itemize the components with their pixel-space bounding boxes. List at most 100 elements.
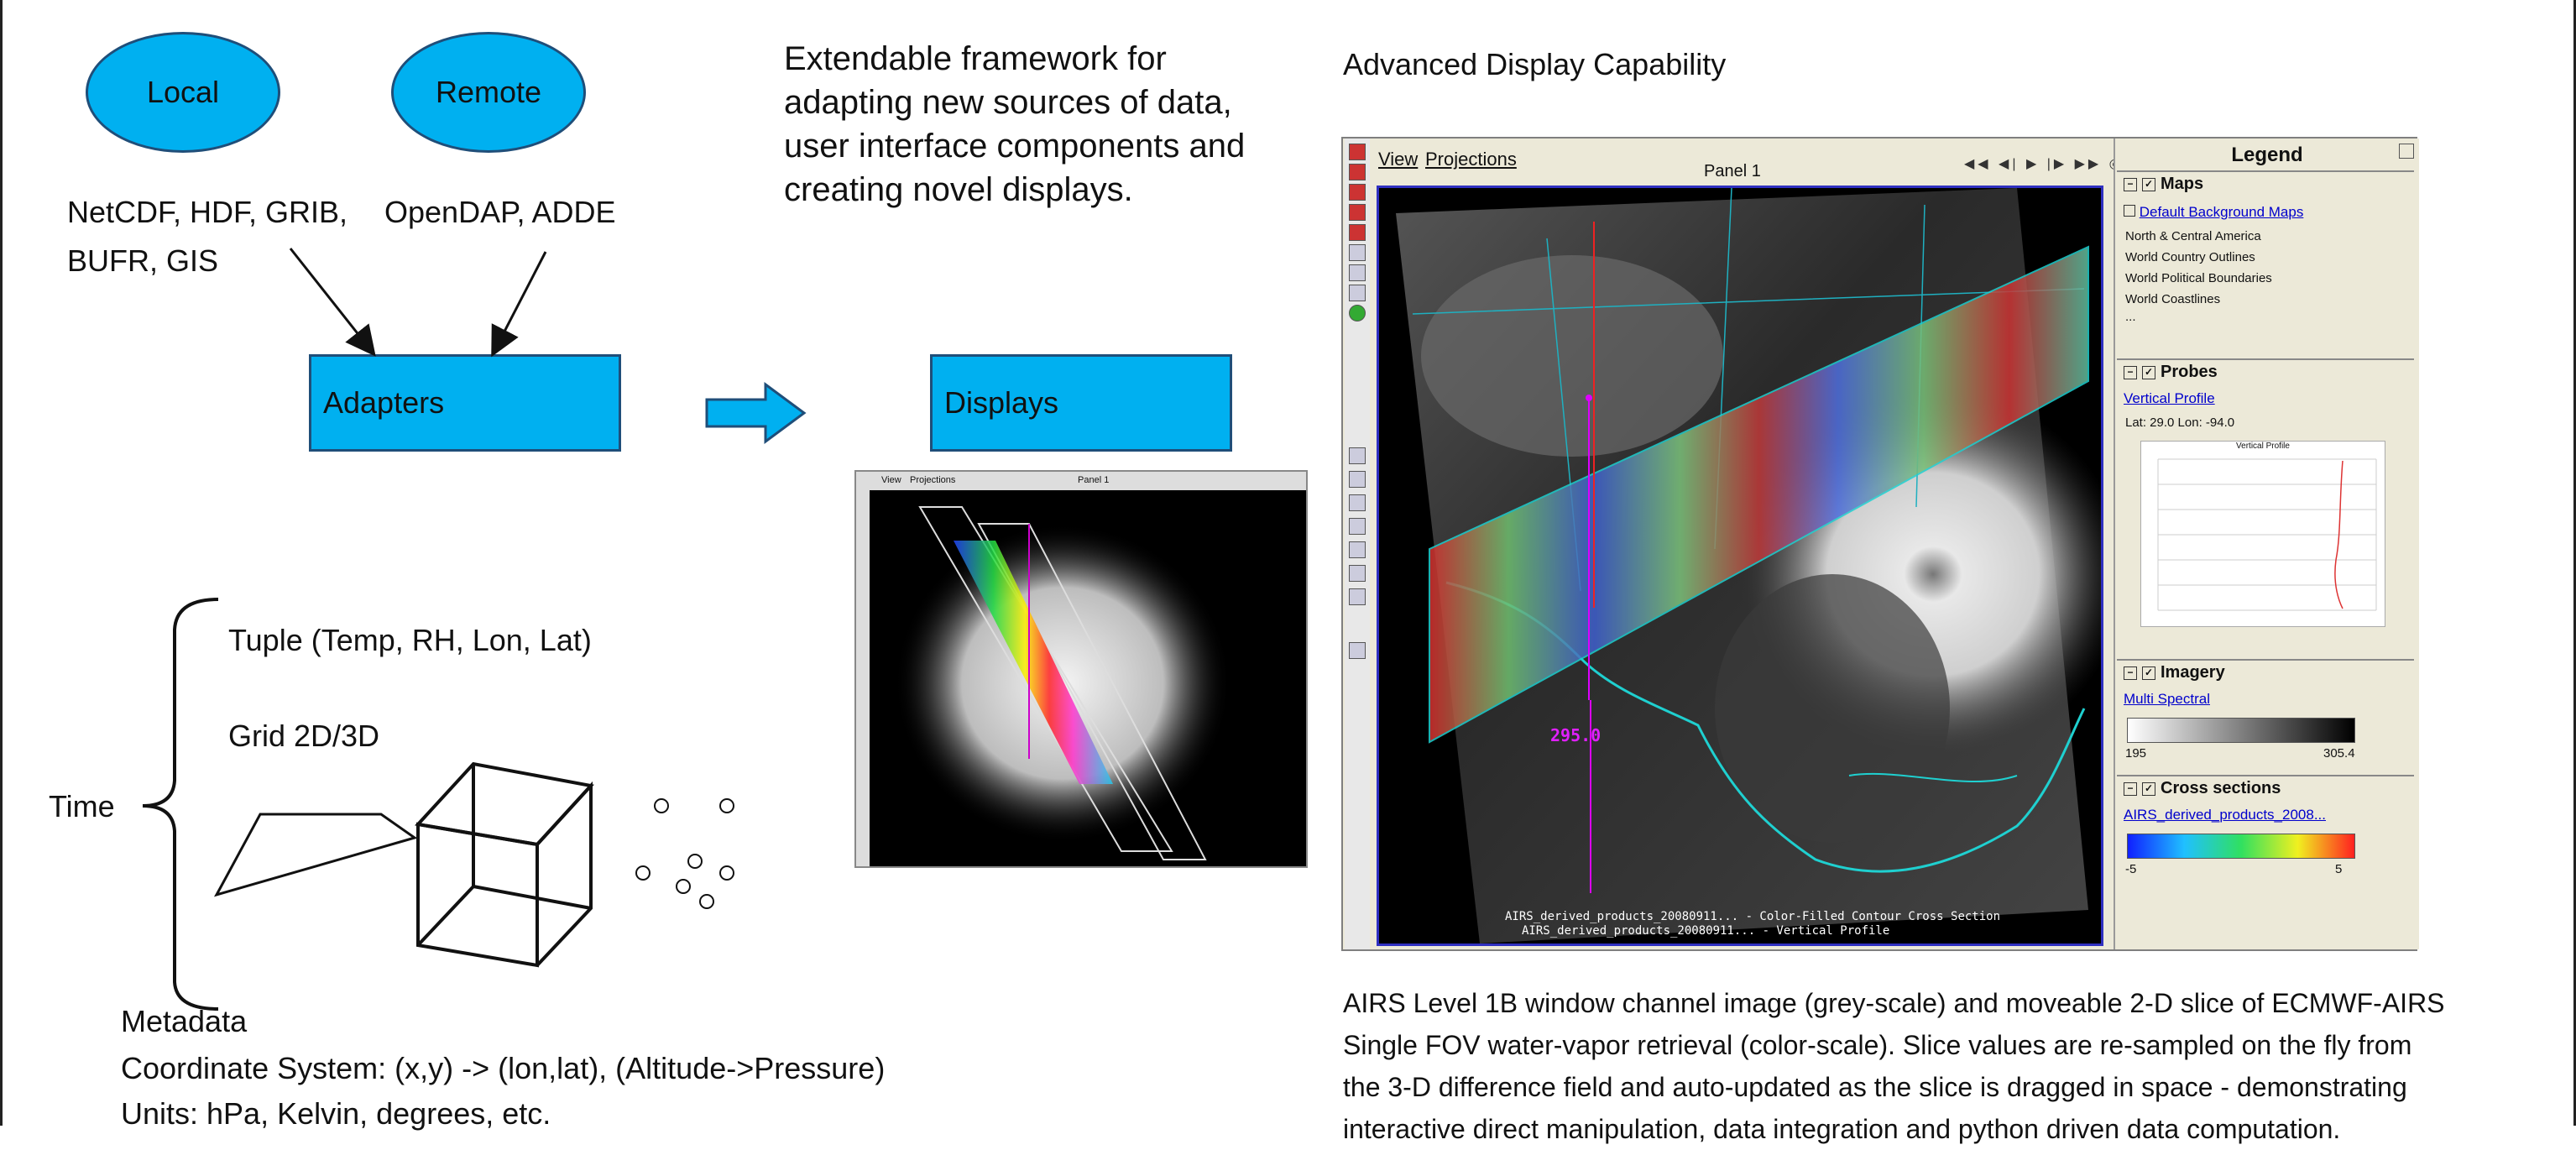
maps-entry: World Country Outlines — [2125, 250, 2255, 264]
local-ellipse: Local — [86, 32, 280, 153]
advanced-caption: AIRS Level 1B window channel image (grey… — [1343, 982, 2445, 1150]
local-label: Local — [146, 75, 220, 109]
thumbnail-menu-view: View — [881, 475, 901, 485]
section-label: Probes — [2161, 363, 2218, 381]
adapters-label: Adapters — [323, 385, 445, 420]
probe-value: 295.0 — [1550, 725, 1602, 745]
imagery-colorbar — [2127, 718, 2355, 743]
reset-view-icon[interactable] — [1349, 642, 1366, 659]
toolbar-button[interactable] — [1349, 184, 1366, 201]
maps-entry: World Coastlines — [2125, 292, 2221, 306]
tilt-down-icon[interactable] — [1349, 588, 1366, 605]
zoom-out-icon[interactable] — [1349, 471, 1366, 488]
time-label: Time — [49, 789, 115, 823]
home-icon[interactable] — [1349, 494, 1366, 511]
legend-title: Legend — [2231, 144, 2303, 166]
remote-ellipse: Remote — [391, 32, 586, 153]
menu-view[interactable]: View — [1378, 149, 1419, 170]
right-border — [2573, 0, 2576, 1126]
toolbar-button[interactable] — [1349, 144, 1366, 160]
menu-projections[interactable]: Projections — [1425, 149, 1517, 170]
units-text: Units: hPa, Kelvin, degrees, etc. — [121, 1096, 551, 1131]
local-formats-line1: NetCDF, HDF, GRIB, — [67, 195, 348, 229]
checkbox[interactable]: ✓ — [2142, 781, 2155, 796]
toolbar-button[interactable] — [1349, 164, 1366, 180]
cross-max: 5 — [2335, 862, 2343, 876]
display-thumbnail: View Projections Panel 1 — [854, 470, 1308, 868]
description-line: adapting new sources of data, — [784, 84, 1232, 121]
idv-window: View Projections Panel 1 ◀◀ ◀| ▶ |▶ ▶▶ ◎ — [1341, 137, 2419, 951]
legend-float-icon[interactable] — [2399, 144, 2414, 159]
rotate-left-icon[interactable] — [1349, 518, 1366, 535]
toolbar-button[interactable] — [1349, 204, 1366, 221]
caption-line: AIRS Level 1B window channel image (grey… — [1343, 988, 2445, 1018]
cross-section-item[interactable]: AIRS_derived_products_2008... — [2124, 807, 2326, 823]
animation-controls[interactable]: ◀◀ ◀| ▶ |▶ ▶▶ ◎ — [1964, 157, 2124, 171]
thumbnail-render — [895, 506, 1231, 860]
toolbar-button[interactable] — [1349, 244, 1366, 261]
map-caption-line: AIRS_derived_products_20080911... - Vert… — [1522, 924, 1890, 938]
imagery-min: 195 — [2125, 746, 2147, 761]
imagery-max: 305.4 — [2323, 746, 2355, 761]
maps-entry: World Political Boundaries — [2125, 271, 2272, 285]
thumbnail-side-toolbar — [856, 490, 870, 866]
legend-section-cross-sections[interactable]: − ✓ Cross sections — [2117, 775, 2414, 800]
menu-bar: View Projections — [1372, 142, 2102, 170]
thumbnail-panel-title: Panel 1 — [1078, 475, 1110, 485]
map-caption-line: AIRS_derived_products_20080911... - Colo… — [1505, 910, 2001, 923]
legend-section-maps[interactable]: − ✓ Maps — [2117, 170, 2414, 196]
description-line: creating novel displays. — [784, 171, 1133, 208]
probe-item[interactable]: Vertical Profile — [2124, 390, 2215, 407]
checkbox[interactable]: ✓ — [2142, 365, 2155, 379]
description-line: Extendable framework for — [784, 40, 1167, 77]
imagery-item[interactable]: Multi Spectral — [2124, 691, 2210, 708]
rotate-right-icon[interactable] — [1349, 541, 1366, 558]
checkbox[interactable]: ✓ — [2142, 666, 2155, 680]
map-display[interactable]: 295.0 AIRS_derived_products_20080911... … — [1377, 186, 2103, 946]
probe-chart: Vertical Profile — [2140, 441, 2385, 627]
section-label: Maps — [2161, 175, 2204, 193]
thumbnail-toolbar: View Projections Panel 1 — [856, 472, 1306, 490]
checkbox[interactable]: ✓ — [2142, 177, 2155, 191]
advanced-heading: Advanced Display Capability — [1343, 47, 1727, 81]
time-brace — [142, 598, 219, 1011]
cross-min: -5 — [2125, 862, 2137, 876]
toolbar-button[interactable] — [1349, 264, 1366, 281]
toolbar-button[interactable] — [1349, 224, 1366, 241]
remote-label: Remote — [435, 75, 542, 109]
collapse-icon[interactable]: − — [2124, 365, 2137, 379]
grid-shapes — [213, 761, 734, 968]
coordinate-system-text: Coordinate System: (x,y) -> (lon,lat), (… — [121, 1051, 886, 1085]
caption-line: Single FOV water-vapor retrieval (color-… — [1343, 1030, 2412, 1060]
maps-entry: ... — [2125, 310, 2136, 324]
connector-arrows — [289, 248, 807, 444]
local-formats-line2: BUFR, GIS — [67, 243, 219, 278]
legend-section-probes[interactable]: − ✓ Probes — [2117, 358, 2414, 384]
probe-latlon: Lat: 29.0 Lon: -94.0 — [2125, 416, 2235, 430]
collapse-icon[interactable]: − — [2124, 177, 2137, 191]
panel-title: Panel 1 — [1704, 162, 1761, 180]
caption-line: interactive direct manipulation, data in… — [1343, 1114, 2341, 1144]
zoom-in-icon[interactable] — [1349, 447, 1366, 464]
probe-chart-title: Vertical Profile — [2236, 442, 2290, 451]
displays-label: Displays — [944, 385, 1059, 420]
point-cloud-icon — [635, 798, 734, 909]
thumbnail-menu-projections: Projections — [910, 475, 956, 485]
globe-icon[interactable] — [1349, 305, 1366, 321]
grid-label: Grid 2D/3D — [228, 719, 380, 753]
tilt-up-icon[interactable] — [1349, 565, 1366, 582]
legend-section-imagery[interactable]: − ✓ Imagery — [2117, 659, 2414, 684]
maps-link[interactable]: Default Background Maps — [2139, 204, 2304, 220]
cross-section-link[interactable]: AIRS_derived_products_2008... — [2124, 807, 2326, 823]
checkbox[interactable] — [2124, 205, 2135, 217]
maps-item[interactable]: Default Background Maps — [2124, 204, 2303, 221]
collapse-icon[interactable]: − — [2124, 781, 2137, 796]
imagery-link[interactable]: Multi Spectral — [2124, 691, 2210, 707]
collapse-icon[interactable]: − — [2124, 666, 2137, 680]
map-caption: AIRS_derived_products_20080911... - Colo… — [1505, 910, 2000, 938]
description-line: user interface components and — [784, 128, 1246, 165]
framework-description: Extendable framework for adapting new so… — [784, 37, 1245, 212]
probe-link[interactable]: Vertical Profile — [2124, 390, 2215, 406]
toolbar-button[interactable] — [1349, 285, 1366, 301]
remote-arrow — [491, 251, 547, 358]
